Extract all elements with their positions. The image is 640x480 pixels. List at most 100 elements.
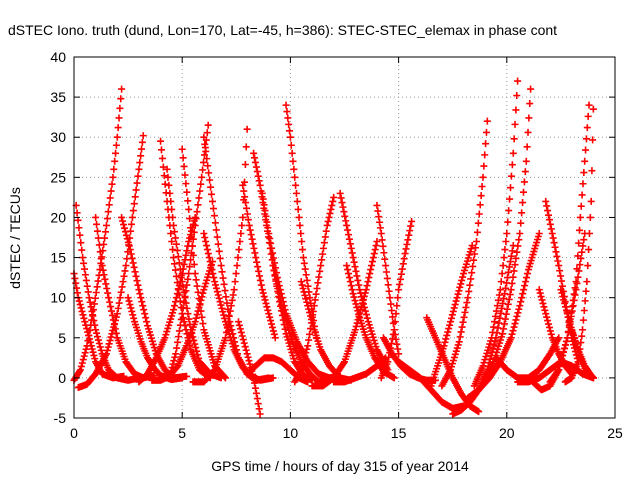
series-2 (70, 270, 128, 382)
data-point (88, 345, 96, 353)
data-point (104, 343, 112, 351)
y-tick-label: 30 (50, 129, 66, 145)
data-point (399, 260, 407, 268)
data-point (75, 224, 83, 232)
data-point (457, 328, 465, 336)
data-point (502, 238, 510, 246)
data-point (580, 236, 588, 244)
data-point (340, 208, 348, 216)
data-point (208, 190, 216, 198)
data-point (73, 289, 81, 297)
data-point (542, 310, 550, 318)
data-point (356, 286, 364, 294)
data-point (589, 374, 597, 382)
data-point (184, 275, 192, 283)
data-point (129, 311, 137, 319)
data-point (511, 320, 519, 328)
data-point (199, 166, 207, 174)
data-point (518, 209, 526, 217)
data-point (115, 299, 123, 307)
data-point (552, 248, 560, 256)
data-point (265, 310, 273, 318)
data-point (561, 341, 569, 349)
data-point (545, 320, 553, 328)
data-point (441, 338, 449, 346)
data-point (253, 258, 261, 266)
data-point (538, 296, 546, 304)
data-point (360, 303, 368, 311)
data-point (125, 242, 133, 250)
data-point (513, 248, 521, 256)
data-point (293, 197, 301, 205)
data-point (547, 330, 555, 338)
data-point (83, 282, 91, 290)
data-point (82, 345, 90, 353)
data-point (444, 328, 452, 336)
data-point (254, 400, 262, 408)
data-point (83, 325, 91, 333)
data-point (132, 186, 140, 194)
data-point (456, 333, 464, 341)
data-point (177, 271, 185, 279)
data-point (374, 207, 382, 215)
data-point (172, 350, 180, 358)
data-point (581, 297, 589, 305)
data-point (350, 258, 358, 266)
data-point (391, 318, 399, 326)
data-point (497, 278, 505, 286)
data-point (131, 268, 139, 276)
data-point (106, 298, 114, 306)
data-point (271, 334, 279, 342)
data-point (193, 311, 201, 319)
data-point (479, 173, 487, 181)
data-point (314, 279, 322, 287)
data-point (85, 335, 93, 343)
data-point (200, 158, 208, 166)
data-point (277, 301, 285, 309)
data-point (195, 354, 203, 362)
data-point (574, 273, 582, 281)
data-point (267, 250, 275, 258)
data-point (548, 229, 556, 237)
data-point (457, 280, 465, 288)
data-point (539, 299, 547, 307)
data-point (214, 240, 222, 248)
data-point (307, 315, 315, 323)
data-point (321, 233, 329, 241)
data-point (248, 235, 256, 243)
data-point (509, 149, 517, 157)
data-point (195, 194, 203, 202)
data-point (81, 318, 89, 326)
data-point (558, 277, 566, 285)
data-point (501, 315, 509, 323)
data-point (453, 294, 461, 302)
series-35 (449, 242, 517, 418)
data-point (203, 129, 211, 137)
data-point (297, 278, 305, 286)
data-point (498, 270, 506, 278)
data-point (505, 207, 513, 215)
data-point (329, 197, 337, 205)
data-point (300, 288, 308, 296)
data-point (260, 293, 268, 301)
data-point (559, 352, 567, 360)
y-tick-label: 20 (50, 209, 66, 225)
data-point (81, 349, 89, 357)
data-point (103, 346, 111, 354)
data-point (94, 234, 102, 242)
data-point (294, 205, 302, 213)
data-point (95, 241, 103, 249)
data-point (502, 310, 510, 318)
data-point (263, 218, 271, 226)
data-point (117, 288, 125, 296)
data-point (299, 359, 307, 367)
data-point (304, 378, 312, 386)
data-point (475, 210, 483, 218)
data-point (122, 262, 130, 270)
data-point (240, 187, 248, 195)
data-point (251, 249, 259, 257)
data-point (185, 270, 193, 278)
data-point (189, 251, 197, 259)
data-point (167, 229, 175, 237)
data-point (128, 213, 136, 221)
